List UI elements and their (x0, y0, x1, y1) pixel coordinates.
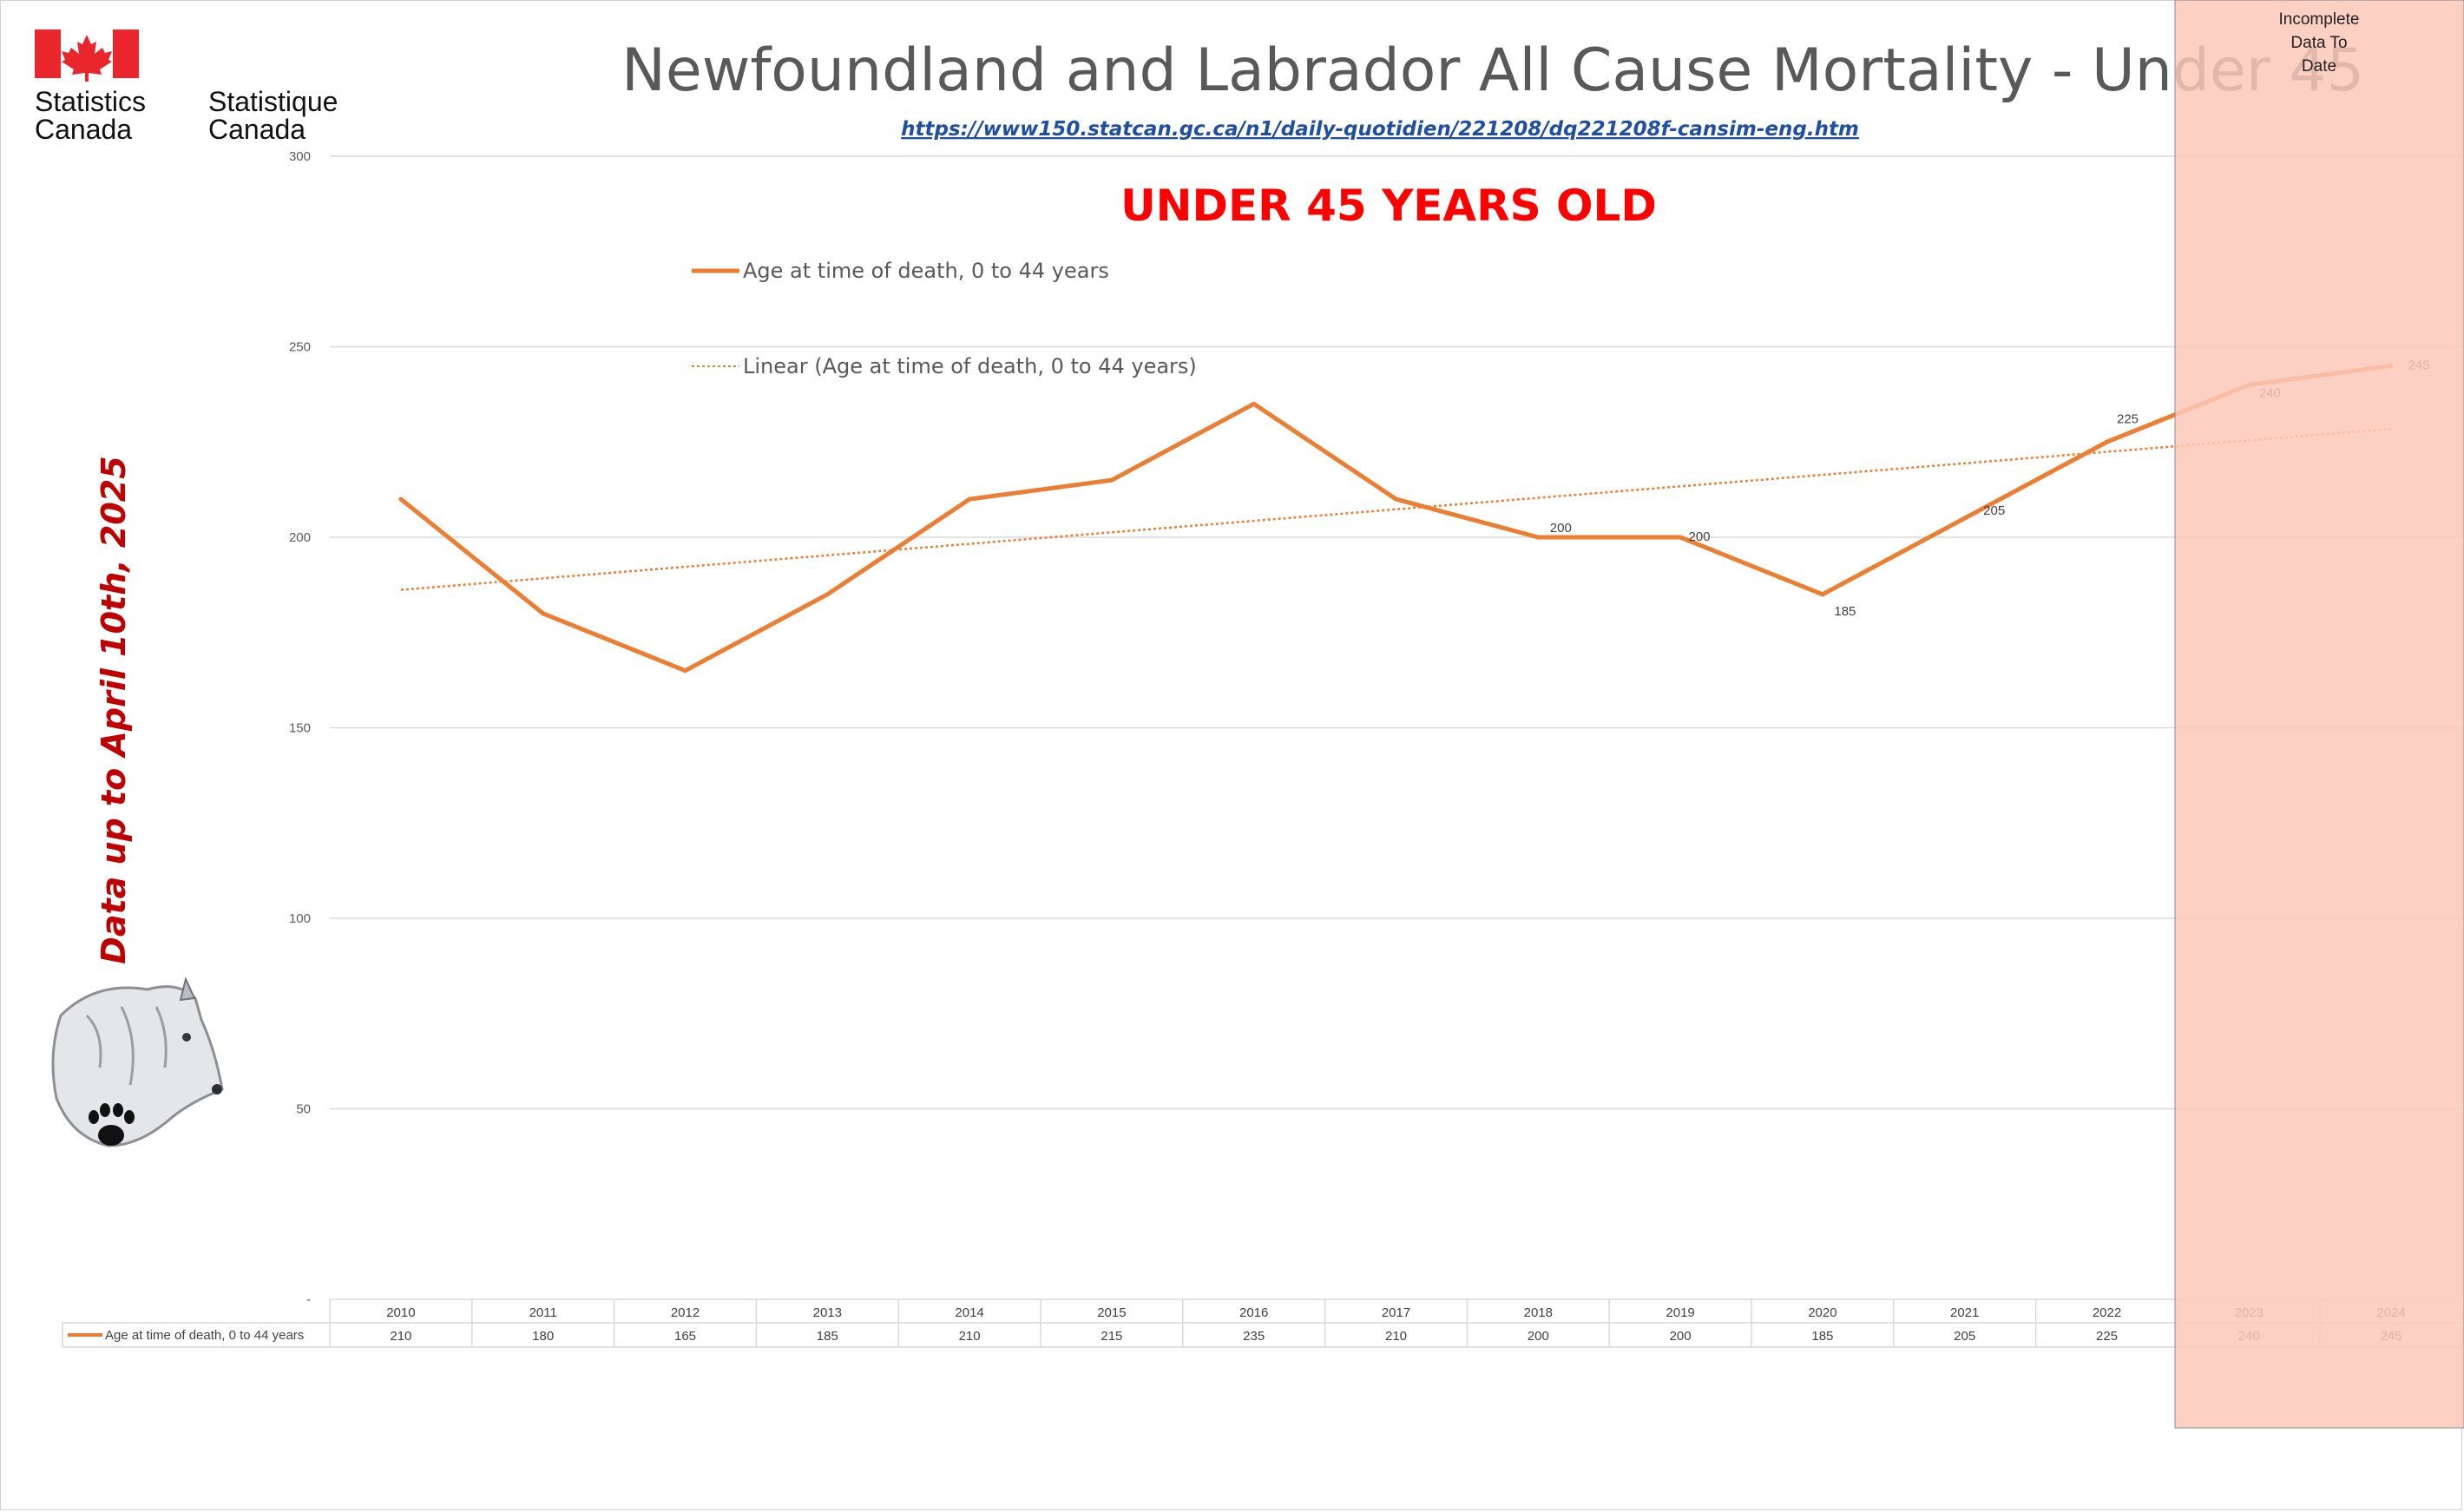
table-value-cell: 205 (1954, 1329, 1975, 1344)
x-tick-label: 2014 (955, 1305, 983, 1320)
y-tick-label: 150 (289, 721, 311, 736)
table-value-cell: 185 (1811, 1329, 1833, 1344)
logo-fr-line1: Statistique (208, 86, 338, 117)
incomplete-note-line1: Incomplete (2279, 10, 2360, 29)
data-point (1678, 535, 1683, 540)
source-link[interactable]: https://www150.statcan.gc.ca/n1/daily-qu… (901, 118, 1859, 141)
y-tick-label: 50 (296, 1102, 311, 1117)
y-tick-label: 100 (289, 911, 311, 926)
y-tick-label: - (306, 1292, 311, 1307)
table-value-cell: 235 (1243, 1329, 1265, 1344)
x-tick-label: 2016 (1239, 1305, 1268, 1320)
table-value-cell: 200 (1528, 1329, 1549, 1344)
maple-leaf-icon (62, 35, 112, 82)
x-tick-label: 2013 (813, 1305, 842, 1320)
data-label: 205 (1983, 503, 2005, 518)
data-label: 200 (1689, 529, 1711, 544)
wolf-emblem-icon (51, 976, 224, 1147)
x-tick-label: 2012 (671, 1305, 700, 1320)
table-value-cell: 215 (1101, 1329, 1122, 1344)
table-value-cell: 165 (674, 1329, 696, 1344)
data-point (2105, 439, 2109, 444)
x-tick-label: 2018 (1524, 1305, 1553, 1320)
y-tick-label: 200 (289, 530, 311, 545)
x-tick-label: 2011 (529, 1305, 557, 1320)
trendline-path (400, 427, 2392, 591)
data-point (1820, 592, 1825, 597)
legend: Age at time of death, 0 to 44 years Line… (692, 259, 1197, 378)
table-value-cell: 225 (2096, 1329, 2118, 1344)
x-tick-label: 2022 (2093, 1305, 2121, 1320)
y-tick-label: 300 (289, 149, 311, 164)
flag-right-bar (113, 30, 139, 78)
series-line (398, 363, 2394, 674)
paw-print-icon (89, 1103, 135, 1146)
table-row-label: Age at time of death, 0 to 44 years (105, 1328, 304, 1343)
logo-en-line2: Canada (35, 114, 132, 145)
x-tick-label: 2010 (386, 1305, 415, 1320)
series-path (399, 363, 2392, 674)
flag-left-bar (35, 30, 61, 78)
trendline (400, 427, 2392, 591)
incomplete-data-region (2174, 0, 2464, 1429)
data-point (1252, 401, 1257, 406)
logo-en-line1: Statistics (35, 86, 146, 117)
y-tick-label: 250 (289, 340, 311, 355)
table-value-cell: 200 (1670, 1329, 1692, 1344)
incomplete-note-line2: Data To (2290, 34, 2347, 52)
chart-subtitle: UNDER 45 YEARS OLD (1120, 181, 1657, 231)
data-label: 185 (1834, 604, 1856, 619)
data-point (398, 496, 404, 502)
gridlines (330, 155, 2464, 1110)
x-tick-label: 2017 (1382, 1305, 1410, 1320)
data-label: 200 (1550, 521, 1572, 536)
y-axis-ticks: - 50 100 150 200 250 300 (289, 149, 311, 1307)
table-value-cell: 210 (390, 1329, 411, 1344)
data-point (683, 668, 687, 674)
data-date-note: Data up to April 10th, 2025 (95, 456, 133, 963)
data-point (967, 496, 972, 502)
legend-trend-label: Linear (Age at time of death, 0 to 44 ye… (743, 354, 1197, 378)
chart-title: Newfoundland and Labrador All Cause Mort… (621, 36, 2364, 105)
x-tick-label: 2019 (1666, 1305, 1694, 1320)
x-tick-label: 2021 (1950, 1305, 1979, 1320)
data-point (1394, 496, 1398, 502)
incomplete-note-line3: Date (2302, 57, 2336, 76)
x-tick-label: 2015 (1097, 1305, 1126, 1320)
legend-series-label: Age at time of death, 0 to 44 years (743, 259, 1109, 283)
data-point (825, 592, 830, 597)
table-value-cell: 210 (1385, 1329, 1407, 1344)
data-point (1962, 516, 1968, 521)
x-tick-label: 2020 (1808, 1305, 1837, 1320)
data-table: 2010 2011 2012 2013 2014 2015 2016 2017 2018 2019… (62, 1298, 2463, 1348)
statcan-logo: Statistics Canada Statistique Canada (35, 30, 338, 145)
data-point (1109, 477, 1114, 483)
data-point (541, 611, 546, 616)
data-label: 225 (2117, 411, 2139, 426)
table-value-cell: 210 (959, 1329, 981, 1344)
data-point (1535, 535, 1541, 540)
table-value-cell: 180 (532, 1329, 554, 1344)
table-value-cell: 185 (817, 1329, 838, 1344)
logo-fr-line2: Canada (208, 114, 306, 145)
